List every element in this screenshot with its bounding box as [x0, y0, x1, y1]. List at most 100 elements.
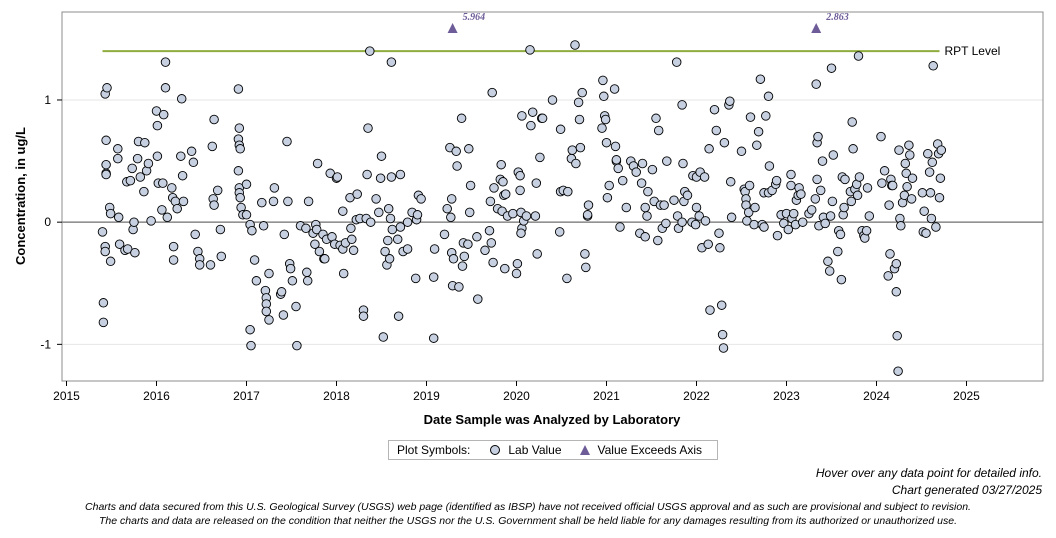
- lab-value-point[interactable]: [162, 212, 173, 223]
- lab-value-point[interactable]: [825, 211, 836, 221]
- lab-value-point[interactable]: [581, 262, 591, 273]
- lab-value-point[interactable]: [269, 183, 280, 193]
- lab-value-point[interactable]: [786, 169, 796, 180]
- lab-value-point[interactable]: [847, 117, 857, 127]
- lab-value-point[interactable]: [463, 239, 473, 249]
- lab-value-point[interactable]: [348, 245, 359, 256]
- lab-value-point[interactable]: [759, 222, 769, 232]
- data-points[interactable]: [97, 40, 947, 376]
- lab-value-point[interactable]: [817, 156, 828, 166]
- lab-value-point[interactable]: [209, 114, 219, 125]
- lab-value-point[interactable]: [216, 251, 227, 262]
- lab-value-point[interactable]: [927, 157, 938, 168]
- lab-value-point[interactable]: [601, 137, 612, 148]
- lab-value-point[interactable]: [753, 126, 764, 137]
- lab-value-point[interactable]: [921, 228, 931, 238]
- lab-value-point[interactable]: [363, 123, 373, 133]
- lab-value-point[interactable]: [279, 229, 290, 240]
- lab-value-point[interactable]: [402, 217, 413, 227]
- lab-value-point[interactable]: [833, 246, 843, 257]
- lab-value-point[interactable]: [383, 203, 394, 214]
- lab-value-point[interactable]: [527, 107, 538, 117]
- lab-value-point[interactable]: [125, 175, 136, 186]
- lab-value-point[interactable]: [700, 216, 711, 226]
- lab-value-point[interactable]: [580, 249, 590, 259]
- lab-value-point[interactable]: [392, 234, 403, 245]
- lab-value-point[interactable]: [864, 211, 875, 221]
- lab-value-point[interactable]: [365, 217, 376, 227]
- lab-value-point[interactable]: [258, 221, 269, 231]
- lab-value-point[interactable]: [677, 100, 687, 110]
- lab-value-point[interactable]: [446, 212, 456, 223]
- lab-value-point[interactable]: [530, 211, 541, 221]
- lab-value-point[interactable]: [241, 210, 252, 220]
- lab-value-point[interactable]: [178, 196, 189, 207]
- lab-value-point[interactable]: [669, 195, 679, 205]
- lab-value-point[interactable]: [883, 271, 893, 281]
- lab-value-point[interactable]: [130, 247, 140, 258]
- lab-value-point[interactable]: [261, 306, 272, 317]
- lab-value-point[interactable]: [926, 213, 937, 224]
- lab-value-point[interactable]: [750, 202, 760, 213]
- lab-value-point[interactable]: [515, 185, 525, 196]
- lab-value-point[interactable]: [820, 218, 830, 229]
- lab-value-point[interactable]: [846, 196, 857, 207]
- lab-value-point[interactable]: [917, 188, 928, 198]
- lab-value-point[interactable]: [268, 196, 279, 207]
- lab-value-point[interactable]: [764, 161, 775, 171]
- lab-value-point[interactable]: [488, 257, 498, 268]
- lab-value-point[interactable]: [457, 261, 468, 271]
- lab-value-point[interactable]: [812, 174, 822, 185]
- lab-value-point[interactable]: [876, 131, 886, 142]
- lab-value-point[interactable]: [836, 274, 847, 285]
- lab-value-point[interactable]: [498, 177, 508, 187]
- lab-value-point[interactable]: [862, 183, 873, 193]
- lab-value-point[interactable]: [97, 227, 108, 237]
- lab-value-point[interactable]: [797, 217, 808, 227]
- lab-value-point[interactable]: [140, 137, 150, 148]
- lab-value-point[interactable]: [678, 158, 688, 169]
- lab-value-point[interactable]: [264, 315, 274, 325]
- lab-value-point[interactable]: [925, 188, 936, 198]
- lab-value-point[interactable]: [562, 273, 572, 284]
- lab-value-point[interactable]: [902, 181, 912, 192]
- lab-value-point[interactable]: [526, 120, 536, 131]
- lab-value-point[interactable]: [412, 210, 423, 220]
- lab-value-point[interactable]: [285, 263, 296, 274]
- lab-value-point[interactable]: [190, 229, 200, 240]
- lab-value-point[interactable]: [157, 205, 167, 215]
- lab-value-point[interactable]: [114, 239, 125, 249]
- lab-value-point[interactable]: [205, 260, 216, 270]
- lab-value-point[interactable]: [473, 294, 483, 304]
- lab-value-point[interactable]: [928, 61, 938, 71]
- lab-value-point[interactable]: [264, 268, 274, 279]
- lab-value-point[interactable]: [347, 234, 357, 245]
- lab-value-point[interactable]: [811, 79, 821, 89]
- lab-value-point[interactable]: [525, 45, 535, 55]
- lab-value-point[interactable]: [500, 263, 510, 274]
- lab-value-point[interactable]: [233, 166, 244, 176]
- lab-value-point[interactable]: [570, 40, 580, 50]
- lab-value-point[interactable]: [484, 225, 495, 236]
- lab-value-point[interactable]: [861, 225, 872, 236]
- lab-value-point[interactable]: [891, 287, 902, 297]
- lab-value-point[interactable]: [705, 305, 715, 315]
- lab-value-point[interactable]: [567, 145, 578, 155]
- lab-value-point[interactable]: [885, 249, 895, 259]
- lab-value-point[interactable]: [245, 324, 255, 335]
- lab-value-point[interactable]: [101, 159, 111, 170]
- lab-value-point[interactable]: [386, 57, 397, 67]
- lab-value-point[interactable]: [810, 194, 821, 204]
- lab-value-point[interactable]: [310, 239, 320, 249]
- lab-value-point[interactable]: [352, 189, 362, 199]
- lab-value-point[interactable]: [517, 111, 527, 121]
- lab-value-point[interactable]: [105, 256, 116, 267]
- lab-value-point[interactable]: [726, 212, 737, 223]
- lab-value-point[interactable]: [302, 276, 313, 286]
- lab-value-point[interactable]: [896, 221, 906, 231]
- lab-value-point[interactable]: [168, 241, 179, 252]
- lab-value-point[interactable]: [257, 197, 267, 208]
- lab-value-point[interactable]: [694, 211, 704, 221]
- lab-value-point[interactable]: [835, 229, 846, 240]
- lab-value-point[interactable]: [745, 112, 756, 122]
